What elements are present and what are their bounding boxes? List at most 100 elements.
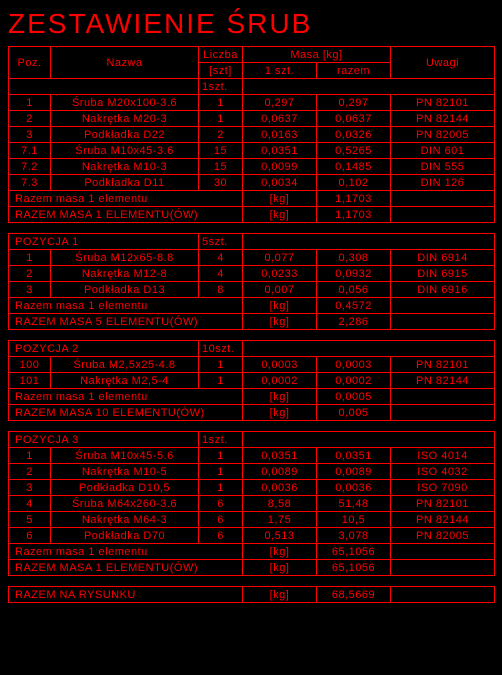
section0-sumN-label: RAZEM MASA 1 ELEMENTU(ÓW) — [9, 207, 243, 223]
section3-sum1: Razem masa 1 elementu [kg] 65,1056 — [9, 544, 495, 560]
table-row: 2Nakrętka M20-310,06370,0637PN 82144 — [9, 111, 495, 127]
cell-mr: 0,056 — [317, 282, 391, 298]
section0-sumN-val: 1,1703 — [317, 207, 391, 223]
header-row-1: Poz. Nazwa Liczba Masa [kg] Uwagi — [9, 47, 495, 63]
section1-sum1-val: 0,4572 — [317, 298, 391, 314]
section1-sumN: RAZEM MASA 5 ELEMENTU(ÓW) [kg] 2,286 — [9, 314, 495, 330]
cell-l: 6 — [199, 528, 243, 544]
cell-mr: 0,0932 — [317, 266, 391, 282]
table-row: 4Śruba M64x260-3.668,5851,48PN 82101 — [9, 496, 495, 512]
cell-n: Śruba M2,5x25-4.8 — [51, 357, 199, 373]
unit-label: [kg] — [243, 544, 317, 560]
section1-qty: 5szt. — [199, 234, 243, 250]
cell-p: 7.1 — [9, 143, 51, 159]
cell-m1: 0,0233 — [243, 266, 317, 282]
table-row: 7.2Nakrętka M10-3150,00990,1485DIN 555 — [9, 159, 495, 175]
h-liczba: Liczba — [199, 47, 243, 63]
cell-n: Śruba M20x100-3.6 — [51, 95, 199, 111]
cell-l: 1 — [199, 448, 243, 464]
section1-table: POZYCJA 1 5szt. 1Śruba M12x65-8.840,0770… — [8, 233, 495, 330]
cell-n: Nakrętka M12-8 — [51, 266, 199, 282]
unit-label: [kg] — [243, 587, 317, 603]
cell-u: PN 82144 — [391, 512, 495, 528]
h-poz: Poz. — [9, 47, 51, 79]
cell-n: Nakrętka M64-3 — [51, 512, 199, 528]
cell-n: Nakrętka M10-5 — [51, 464, 199, 480]
cell-n: Podkładka D10,5 — [51, 480, 199, 496]
cell-p: 7.3 — [9, 175, 51, 191]
cell-p: 5 — [9, 512, 51, 528]
unit-label: [kg] — [243, 207, 317, 223]
section0-sumN: RAZEM MASA 1 ELEMENTU(ÓW) [kg] 1,1703 — [9, 207, 495, 223]
table-row: 1Śruba M20x100-3.610,2970,297PN 82101 — [9, 95, 495, 111]
cell-p: 6 — [9, 528, 51, 544]
h-szt: [szt] — [199, 63, 243, 79]
cell-p: 1 — [9, 250, 51, 266]
cell-m1: 0,513 — [243, 528, 317, 544]
cell-u: DIN 601 — [391, 143, 495, 159]
cell-p: 3 — [9, 480, 51, 496]
cell-m1: 0,0351 — [243, 448, 317, 464]
cell-n: Podkładka D70 — [51, 528, 199, 544]
section2-qty: 10szt. — [199, 341, 243, 357]
table-row: 3Podkładka D10,510,00360,0036ISO 7090 — [9, 480, 495, 496]
table-row: 5Nakrętka M64-361,7510,5PN 82144 — [9, 512, 495, 528]
section2-sumN-label: RAZEM MASA 10 ELEMENTU(ÓW) — [9, 405, 243, 421]
cell-u: ISO 7090 — [391, 480, 495, 496]
cell-mr: 0,308 — [317, 250, 391, 266]
cell-l: 6 — [199, 496, 243, 512]
section0-sum1-label: Razem masa 1 elementu — [9, 191, 243, 207]
section0-sum1-val: 1,1703 — [317, 191, 391, 207]
grand-total-row: RAZEM NA RYSUNKU [kg] 68,5669 — [9, 587, 495, 603]
cell-p: 2 — [9, 266, 51, 282]
table-row: 3Podkładka D1380,0070,056DIN 6916 — [9, 282, 495, 298]
cell-p: 2 — [9, 464, 51, 480]
cell-p: 2 — [9, 111, 51, 127]
cell-p: 4 — [9, 496, 51, 512]
cell-m1: 0,0034 — [243, 175, 317, 191]
cell-n: Podkładka D13 — [51, 282, 199, 298]
cell-u: DIN 6916 — [391, 282, 495, 298]
grand-total-table: RAZEM NA RYSUNKU [kg] 68,5669 — [8, 586, 495, 603]
cell-m1: 0,077 — [243, 250, 317, 266]
unit-label: [kg] — [243, 560, 317, 576]
cell-m1: 0,0036 — [243, 480, 317, 496]
section3-sumN: RAZEM MASA 1 ELEMENTU(ÓW) [kg] 65,1056 — [9, 560, 495, 576]
section1-sum1: Razem masa 1 elementu [kg] 0,4572 — [9, 298, 495, 314]
section0-qty: 1szt. — [199, 79, 243, 95]
cell-m1: 0,0351 — [243, 143, 317, 159]
cell-m1: 8,58 — [243, 496, 317, 512]
h-nazwa: Nazwa — [51, 47, 199, 79]
cell-mr: 0,0003 — [317, 357, 391, 373]
cell-n: Śruba M10x45-5.6 — [51, 448, 199, 464]
cell-l: 1 — [199, 480, 243, 496]
cell-l: 4 — [199, 250, 243, 266]
cell-u: PN 82101 — [391, 357, 495, 373]
cell-u: DIN 6915 — [391, 266, 495, 282]
cell-u: ISO 4014 — [391, 448, 495, 464]
cell-u: PN 82005 — [391, 528, 495, 544]
section1-sumN-val: 2,286 — [317, 314, 391, 330]
cell-n: Podkładka D22 — [51, 127, 199, 143]
section0-head: 1szt. — [9, 79, 495, 95]
cell-m1: 0,0002 — [243, 373, 317, 389]
unit-label: [kg] — [243, 191, 317, 207]
cell-n: Podkładka D11 — [51, 175, 199, 191]
cell-u: DIN 126 — [391, 175, 495, 191]
unit-label: [kg] — [243, 298, 317, 314]
cell-mr: 0,0036 — [317, 480, 391, 496]
table-row: 2Nakrętka M12-840,02330,0932DIN 6915 — [9, 266, 495, 282]
cell-n: Nakrętka M10-3 — [51, 159, 199, 175]
cell-n: Nakrętka M2,5-4 — [51, 373, 199, 389]
section1-sumN-label: RAZEM MASA 5 ELEMENTU(ÓW) — [9, 314, 243, 330]
section1-sum1-label: Razem masa 1 elementu — [9, 298, 243, 314]
cell-u: PN 82144 — [391, 111, 495, 127]
cell-m1: 0,0003 — [243, 357, 317, 373]
bolt-table: Poz. Nazwa Liczba Masa [kg] Uwagi [szt] … — [8, 46, 495, 223]
h-masa1: 1 szt. — [243, 63, 317, 79]
cell-l: 15 — [199, 159, 243, 175]
cell-p: 100 — [9, 357, 51, 373]
cell-p: 3 — [9, 127, 51, 143]
cell-p: 3 — [9, 282, 51, 298]
cell-mr: 0,0351 — [317, 448, 391, 464]
